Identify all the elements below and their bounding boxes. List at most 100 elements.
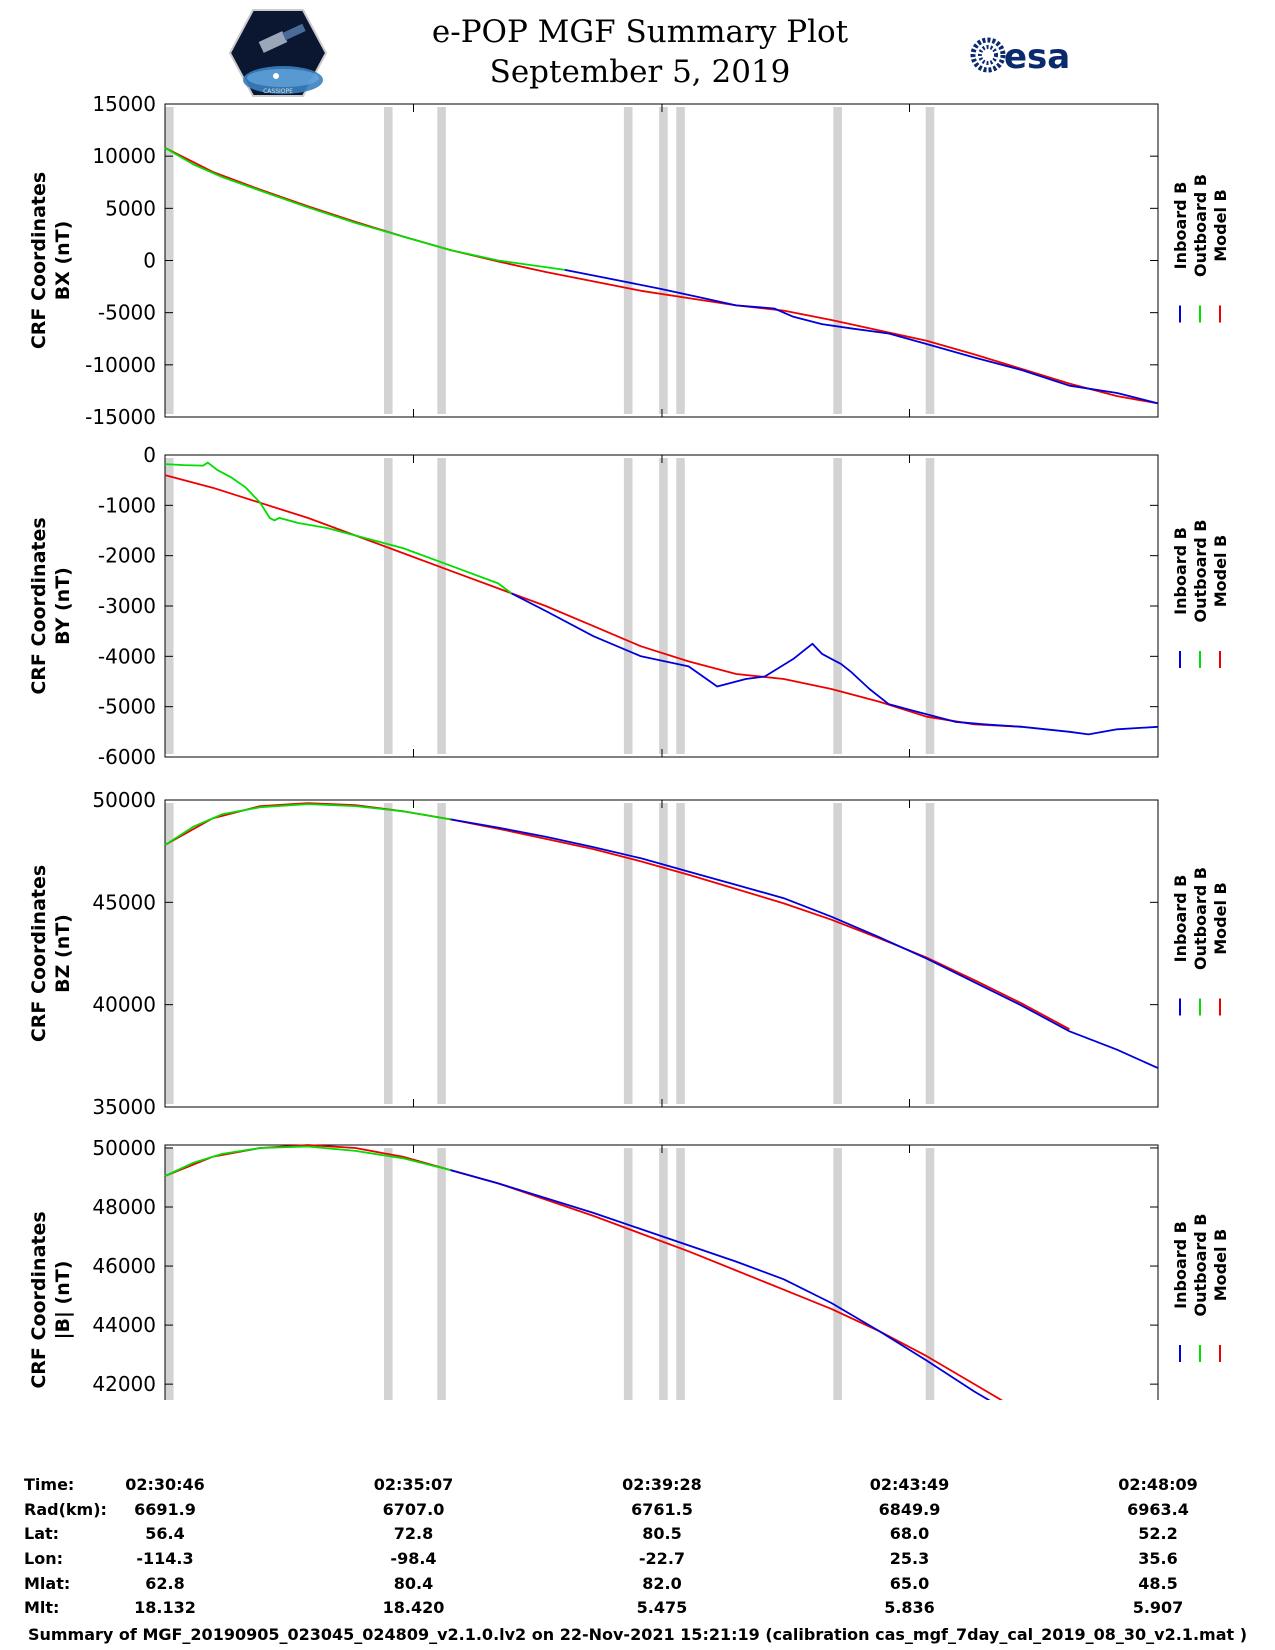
ephemeris-value: 02:35:07 (373, 1475, 454, 1494)
ephemeris-value: 6761.5 (631, 1500, 693, 1519)
y-tick-label: 46000 (92, 1254, 156, 1278)
data-gap-bar (623, 107, 633, 414)
series-line-model-b (164, 146, 1159, 405)
y-tick-label: -4000 (98, 644, 156, 668)
y-axis-label-line1: CRF Coordinates (28, 172, 50, 349)
ephemeris-value: -114.3 (136, 1549, 194, 1568)
ephemeris-row-label: Mlat: (24, 1574, 71, 1593)
data-gap-bar (623, 458, 633, 754)
footer-caption: Summary of MGF_20190905_023045_024809_v2… (27, 1625, 1248, 1644)
data-gap-bar (659, 803, 668, 1104)
data-gap-bar (833, 107, 842, 414)
legend-label: Outboard B (1191, 1214, 1210, 1317)
chart-panel-2: 0 -1000 -2000 -3000 -4000 -5000 -6000 CRF Coord… (28, 443, 1230, 769)
y-tick-label: 35000 (92, 1095, 156, 1119)
chart-panel-4: 500004800046000440004200040000CRF Coordi… (28, 1136, 1230, 1400)
series-line-inboard-b (450, 818, 1159, 1069)
esa-logo-text: esa (1004, 37, 1070, 77)
data-gap-bar (659, 1148, 668, 1400)
series-line-model-b (164, 1144, 1004, 1400)
data-gap-bar (437, 107, 446, 414)
y-axis-label-line2: BZ (nT) (52, 914, 74, 993)
chart-panel-3: 50000 45000 40000 35000 CRF Coordinates BZ (n… (28, 788, 1230, 1119)
legend-label: Outboard B (1191, 174, 1210, 277)
ephemeris-row-label: Rad(km): (24, 1500, 107, 1519)
legend-label: Model B (1211, 1229, 1230, 1301)
legend-label: Inboard B (1171, 182, 1190, 270)
ephemeris-value: 72.8 (393, 1524, 434, 1543)
ephemeris-value: 48.5 (1138, 1574, 1178, 1593)
legend-label: Outboard B (1191, 867, 1210, 970)
data-gap-bar (383, 107, 393, 414)
data-gap-bar (676, 1148, 685, 1400)
data-gap-bar (165, 1148, 174, 1400)
ephemeris-row-label: Lat: (24, 1524, 60, 1543)
data-gap-bar (833, 803, 842, 1104)
data-gap-bar (623, 803, 633, 1104)
data-gap-bar (925, 1148, 935, 1400)
ephemeris-value: 18.132 (134, 1598, 196, 1617)
ephemeris-value: 6963.4 (1127, 1500, 1189, 1519)
ephemeris-value: 82.0 (642, 1574, 682, 1593)
y-tick-label: -15000 (85, 405, 156, 429)
ephemeris-value: 6849.9 (878, 1500, 941, 1519)
legend-label: Inboard B (1171, 527, 1190, 615)
data-gap-bar (833, 458, 842, 754)
ephemeris-value: 6691.9 (134, 1500, 196, 1519)
series-line-inboard-b (564, 269, 1159, 405)
y-tick-label: -6000 (98, 745, 156, 769)
ephemeris-value: 6707.0 (382, 1500, 445, 1519)
series-line-inboard-b (511, 592, 1159, 736)
data-gap-bar (383, 1148, 393, 1400)
ephemeris-value: 80.5 (642, 1524, 682, 1543)
data-gap-bar (437, 1148, 446, 1400)
y-tick-label: 5000 (105, 196, 156, 220)
series-line-model-b (164, 474, 1022, 728)
y-axis-label-line1: CRF Coordinates (28, 1211, 50, 1388)
y-tick-label: -10000 (85, 353, 156, 377)
ephemeris-row-label: Mlt: (24, 1598, 60, 1617)
y-axis-label-line2: BY (nT) (52, 567, 74, 645)
y-axis-label: CRF Coordinates BX (nT) (28, 172, 74, 349)
chart-panel-1: 15000 10000 5000 0 -5000 -10000 -15000 CRF Coor… (28, 92, 1230, 429)
y-tick-label: -1000 (98, 493, 156, 517)
ephemeris-value: 18.420 (382, 1598, 445, 1617)
y-tick-label: 50000 (92, 788, 156, 812)
ephemeris-value: 56.4 (145, 1524, 185, 1543)
ephemeris-value: 02:30:46 (125, 1475, 205, 1494)
data-gap-bar (383, 458, 393, 754)
ephemeris-value: 25.3 (889, 1549, 930, 1568)
ephemeris-value: 35.6 (1138, 1549, 1178, 1568)
data-gap-bar (659, 107, 668, 414)
y-tick-label: 42000 (92, 1372, 156, 1396)
data-gap-bar (676, 803, 685, 1104)
series-line-inboard-b (450, 1169, 991, 1400)
y-axis-label: CRF Coordinates |B| (nT) (28, 1211, 74, 1388)
y-tick-label: 15000 (92, 92, 156, 116)
y-tick-label: 50000 (92, 1136, 156, 1160)
ephemeris-value: 5.907 (1132, 1598, 1184, 1617)
y-axis-label-line2: BX (nT) (52, 221, 74, 301)
legend-label: Model B (1211, 882, 1230, 954)
data-gap-bar (676, 107, 685, 414)
data-gap-bar (676, 458, 685, 754)
y-axis-label-line2: |B| (nT) (52, 1261, 74, 1340)
ephemeris-row-label: Lon: (24, 1549, 63, 1568)
y-tick-label: -5000 (98, 301, 156, 325)
data-gap-bar (437, 803, 446, 1104)
y-tick-label: 0 (143, 443, 156, 467)
legend-label: Inboard B (1171, 1221, 1190, 1309)
ephemeris-value: 68.0 (889, 1524, 930, 1543)
data-gap-bar (623, 1148, 633, 1400)
ephemeris-value: 5.836 (884, 1598, 935, 1617)
legend-label: Model B (1211, 535, 1230, 607)
series-line-outboard-b (164, 461, 513, 595)
y-tick-label: 40000 (92, 993, 156, 1017)
y-axis-label-line1: CRF Coordinates (28, 865, 50, 1042)
y-tick-label: -3000 (98, 594, 156, 618)
plot-title: e-POP MGF Summary Plot (431, 14, 849, 50)
data-gap-bar (165, 803, 174, 1104)
data-gap-bar (383, 803, 393, 1104)
y-tick-label: 45000 (92, 890, 156, 914)
